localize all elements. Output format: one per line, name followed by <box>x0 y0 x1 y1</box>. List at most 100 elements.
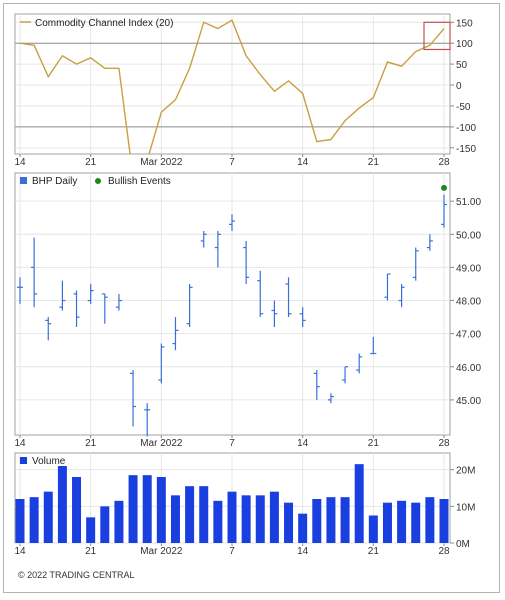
volume-bar <box>100 506 110 543</box>
x-tick-label: 7 <box>229 546 235 557</box>
volume-bar <box>269 491 279 543</box>
x-tick-label: 21 <box>368 157 380 168</box>
price-bar <box>271 300 278 328</box>
x-tick-label: 21 <box>368 438 380 449</box>
volume-bar <box>298 513 308 543</box>
price-series <box>17 184 447 437</box>
price-bar <box>214 230 221 268</box>
price-bar <box>73 290 80 328</box>
price-bar <box>158 343 165 384</box>
price-bar <box>299 307 306 328</box>
price-bar <box>285 277 292 318</box>
volume-bar <box>411 502 421 543</box>
price-bar <box>257 270 264 318</box>
x-tick-label: Mar 2022 <box>140 157 183 168</box>
y-tick-label: 48.00 <box>456 297 481 308</box>
volume-y-axis: 20M 10M 0M <box>456 466 475 550</box>
price-legend-label: BHP Daily <box>32 176 77 187</box>
x-tick-label: 14 <box>297 546 309 557</box>
volume-bar <box>284 502 294 543</box>
volume-bar <box>43 491 53 543</box>
volume-bar <box>128 475 138 543</box>
y-tick-label: 0M <box>456 539 470 550</box>
volume-bar <box>199 486 209 543</box>
volume-legend-swatch <box>20 457 27 464</box>
y-tick-label: 50 <box>456 60 468 71</box>
volume-bar <box>213 500 223 543</box>
volume-bar <box>29 497 39 543</box>
bullish-legend-label: Bullish Events <box>108 176 171 187</box>
price-bar <box>327 393 334 404</box>
price-bar <box>17 277 23 304</box>
volume-bar <box>227 491 237 543</box>
y-tick-label: 20M <box>456 466 475 477</box>
volume-bar <box>397 500 407 543</box>
price-bar <box>172 317 179 351</box>
price-legend-swatch <box>20 177 27 184</box>
volume-bar <box>86 517 96 543</box>
volume-bar <box>15 499 25 543</box>
volume-bar <box>326 497 336 543</box>
x-tick-label: 14 <box>14 546 26 557</box>
y-tick-label: 0 <box>456 81 462 92</box>
volume-series <box>15 464 449 543</box>
y-tick-label: 51.00 <box>456 197 481 208</box>
volume-bar <box>170 495 180 543</box>
x-tick-label: 28 <box>438 157 450 168</box>
volume-bar <box>439 499 449 543</box>
price-bar <box>59 280 66 311</box>
y-tick-label: -150 <box>456 144 476 155</box>
volume-legend-label: Volume <box>32 456 66 467</box>
price-bar <box>441 194 447 228</box>
price-bar <box>144 403 151 437</box>
price-bar <box>101 293 108 324</box>
bullish-legend-marker <box>95 178 101 184</box>
volume-bar <box>354 464 364 543</box>
price-bar <box>356 353 363 374</box>
bullish-event-marker <box>441 184 447 191</box>
x-tick-label: 21 <box>85 157 97 168</box>
x-tick-label: 7 <box>229 438 235 449</box>
price-bar <box>186 283 193 328</box>
price-bar <box>313 370 320 400</box>
x-tick-label: Mar 2022 <box>140 546 183 557</box>
volume-x-axis: 14 21 Mar 2022 7 14 21 28 <box>14 546 450 557</box>
x-tick-label: 14 <box>14 438 26 449</box>
y-tick-label: -50 <box>456 102 471 113</box>
price-x-axis: 14 21 Mar 2022 7 14 21 28 <box>14 438 450 449</box>
price-bar <box>398 283 405 308</box>
x-tick-label: Mar 2022 <box>140 438 183 449</box>
y-tick-label: 49.00 <box>456 263 481 274</box>
volume-bar <box>156 477 166 543</box>
price-bar <box>370 336 377 355</box>
volume-bar <box>425 497 435 543</box>
volume-bar <box>368 515 378 543</box>
price-bar <box>342 366 349 384</box>
volume-bar <box>57 466 67 543</box>
y-tick-label: 45.00 <box>456 396 481 407</box>
cci-x-axis: 14 21 Mar 2022 7 14 21 28 <box>14 157 450 168</box>
y-tick-label: 100 <box>456 39 473 50</box>
y-tick-label: 150 <box>456 18 473 29</box>
volume-bar <box>312 499 322 543</box>
volume-bar <box>241 495 251 543</box>
cci-series <box>19 19 445 154</box>
x-tick-label: 7 <box>229 157 235 168</box>
x-tick-label: 28 <box>438 546 450 557</box>
cci-highlight-box <box>423 21 451 51</box>
volume-bar <box>255 495 265 543</box>
cci-y-axis: 150 100 50 0 -50 -100 -150 <box>456 18 476 155</box>
price-grid <box>15 173 454 438</box>
x-tick-label: 21 <box>85 546 97 557</box>
price-bar <box>45 317 52 341</box>
price-bar <box>412 247 419 281</box>
x-tick-label: 14 <box>297 438 309 449</box>
copyright-notice: © 2022 TRADING CENTRAL <box>18 570 135 580</box>
y-tick-label: 50.00 <box>456 230 481 241</box>
x-tick-label: 14 <box>14 157 26 168</box>
price-bar <box>384 273 391 301</box>
y-tick-label: 46.00 <box>456 363 481 374</box>
volume-bar <box>72 477 82 543</box>
x-tick-label: 21 <box>368 546 380 557</box>
